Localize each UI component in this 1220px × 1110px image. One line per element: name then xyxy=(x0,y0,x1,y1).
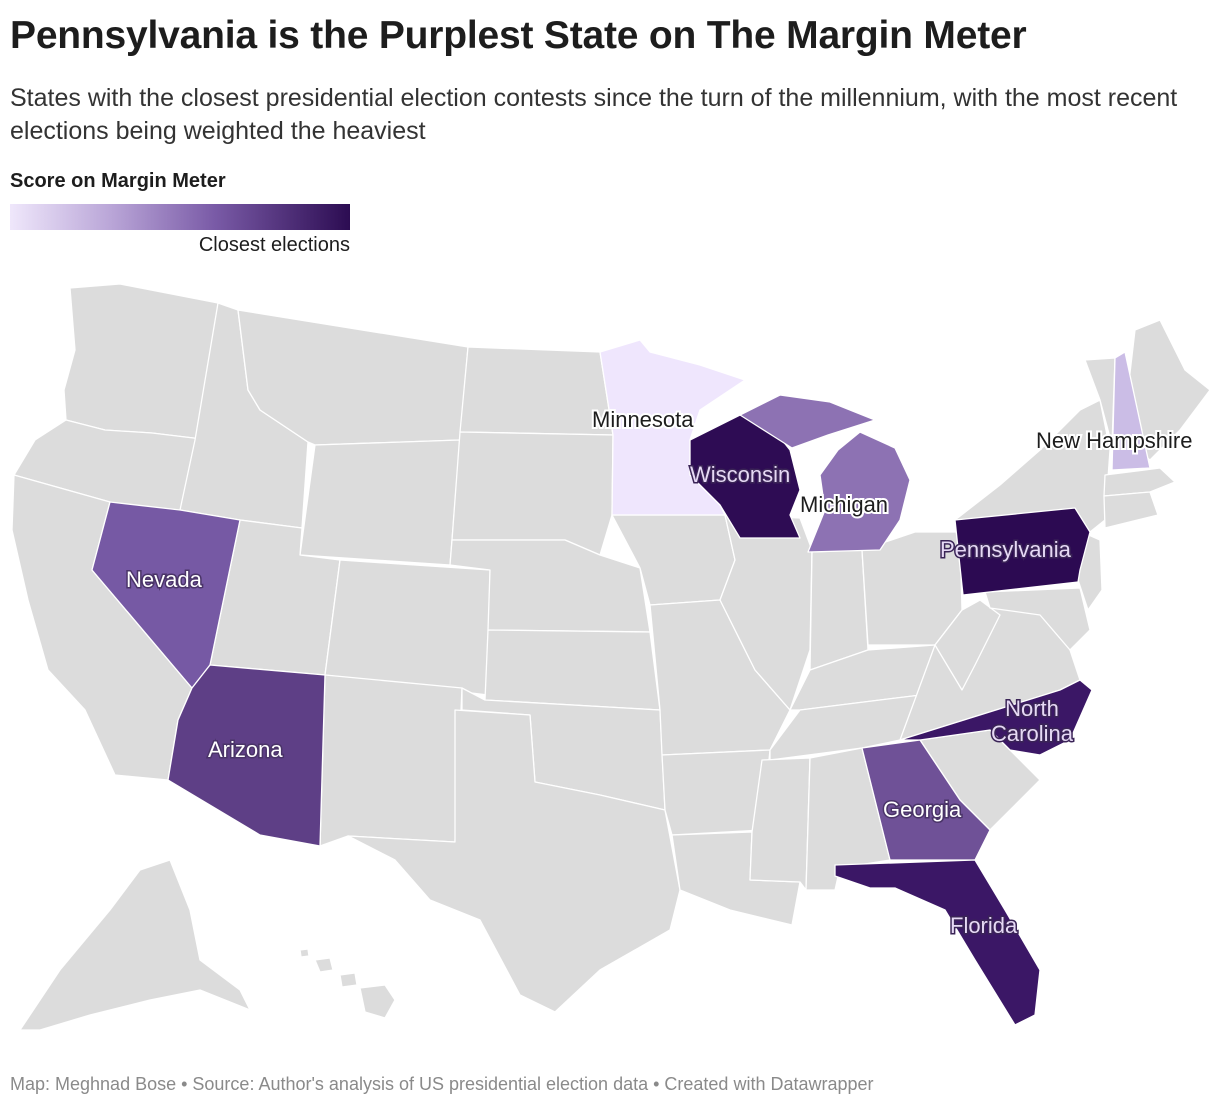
state-indiana xyxy=(809,549,869,671)
state-colorado xyxy=(324,559,491,696)
state-massachusetts xyxy=(1103,467,1176,497)
label-new-hampshire: New Hampshire xyxy=(1036,428,1193,453)
state-new-hampshire xyxy=(1111,351,1151,471)
state-florida xyxy=(834,859,1041,1026)
state-arizona xyxy=(167,664,326,847)
label-michigan: Michigan xyxy=(800,492,888,517)
state-mississippi xyxy=(749,757,811,891)
state-west-virginia xyxy=(934,599,1001,691)
label-florida: Florida xyxy=(950,913,1018,938)
label-nevada: Nevada xyxy=(126,567,203,592)
state-vermont xyxy=(1084,357,1116,446)
base-states xyxy=(11,283,1211,1031)
state-north-dakota xyxy=(459,346,614,436)
state-south-dakota xyxy=(451,431,614,556)
label-north-carolina: North Carolina xyxy=(991,696,1074,746)
footer-credits: Map: Meghnad Bose • Source: Author's ana… xyxy=(10,1074,874,1094)
state-labels: Minnesota Wisconsin Michigan Pennsylvani… xyxy=(125,405,1195,940)
state-arkansas xyxy=(661,749,771,836)
legend-max-label: Closest elections xyxy=(198,234,350,256)
state-hawaii xyxy=(299,948,396,1019)
us-states-map: Minnesota Wisconsin Michigan Pennsylvani… xyxy=(11,283,1211,1031)
highlighted-states xyxy=(91,339,1151,1026)
legend-title: Score on Margin Meter xyxy=(10,170,226,192)
state-texas xyxy=(347,709,681,1013)
legend-color-gradient xyxy=(10,204,350,230)
state-kansas xyxy=(484,629,661,711)
chart-subtitle: States with the closest presidential ele… xyxy=(10,84,1178,145)
label-arizona: Arizona xyxy=(208,737,283,762)
label-georgia: Georgia xyxy=(883,797,962,822)
state-north-carolina xyxy=(899,679,1093,756)
state-michigan xyxy=(739,394,911,553)
state-wyoming xyxy=(299,439,461,566)
chart-title: Pennsylvania is the Purplest State on Th… xyxy=(10,14,1027,57)
state-new-mexico xyxy=(319,674,463,847)
label-wisconsin: Wisconsin xyxy=(690,462,790,487)
state-pennsylvania xyxy=(954,507,1091,596)
label-pennsylvania: Pennsylvania xyxy=(940,537,1072,562)
state-alaska xyxy=(19,859,251,1031)
label-minnesota: Minnesota xyxy=(592,407,694,432)
state-connecticut-ri xyxy=(1103,491,1159,529)
state-georgia xyxy=(861,739,991,861)
state-washington xyxy=(63,283,219,441)
